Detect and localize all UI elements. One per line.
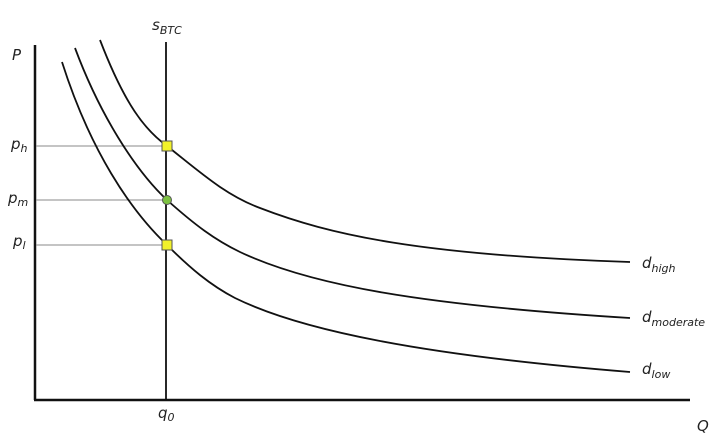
supply-label: sBTC (152, 16, 182, 37)
quantity-label: q0 (158, 404, 175, 424)
label-sub: 0 (168, 411, 175, 424)
label-sub: l (23, 239, 26, 252)
label-main: d (642, 360, 652, 378)
label-main: p (12, 232, 23, 250)
label-sub: m (18, 196, 29, 209)
label-sub: h (21, 142, 28, 155)
label-sub: high (652, 262, 676, 275)
equilibrium-high (161, 140, 173, 152)
demand-label: dhigh (642, 254, 676, 275)
demand-label: dmoderate (642, 308, 705, 329)
demand-low (61, 61, 631, 373)
demand-moderate (74, 47, 631, 319)
equilibrium-moderate (162, 195, 172, 205)
label-sub: BTC (160, 24, 182, 37)
equilibrium-low (161, 239, 173, 251)
y-axis-label: P (12, 46, 22, 64)
label-main: p (10, 135, 21, 153)
label-main: d (642, 308, 652, 326)
label-sub: low (652, 368, 671, 381)
demand-high (99, 39, 631, 263)
price-label: pl (12, 232, 26, 252)
label-main: d (642, 254, 652, 272)
price-label: pm (7, 189, 28, 209)
label-main: q (158, 404, 168, 422)
label-main: p (7, 189, 18, 207)
label-main: s (152, 16, 160, 34)
price-label: ph (10, 135, 28, 155)
x-axis-label: Q (697, 417, 709, 435)
demand-label: dlow (642, 360, 670, 381)
label-sub: moderate (652, 316, 706, 329)
